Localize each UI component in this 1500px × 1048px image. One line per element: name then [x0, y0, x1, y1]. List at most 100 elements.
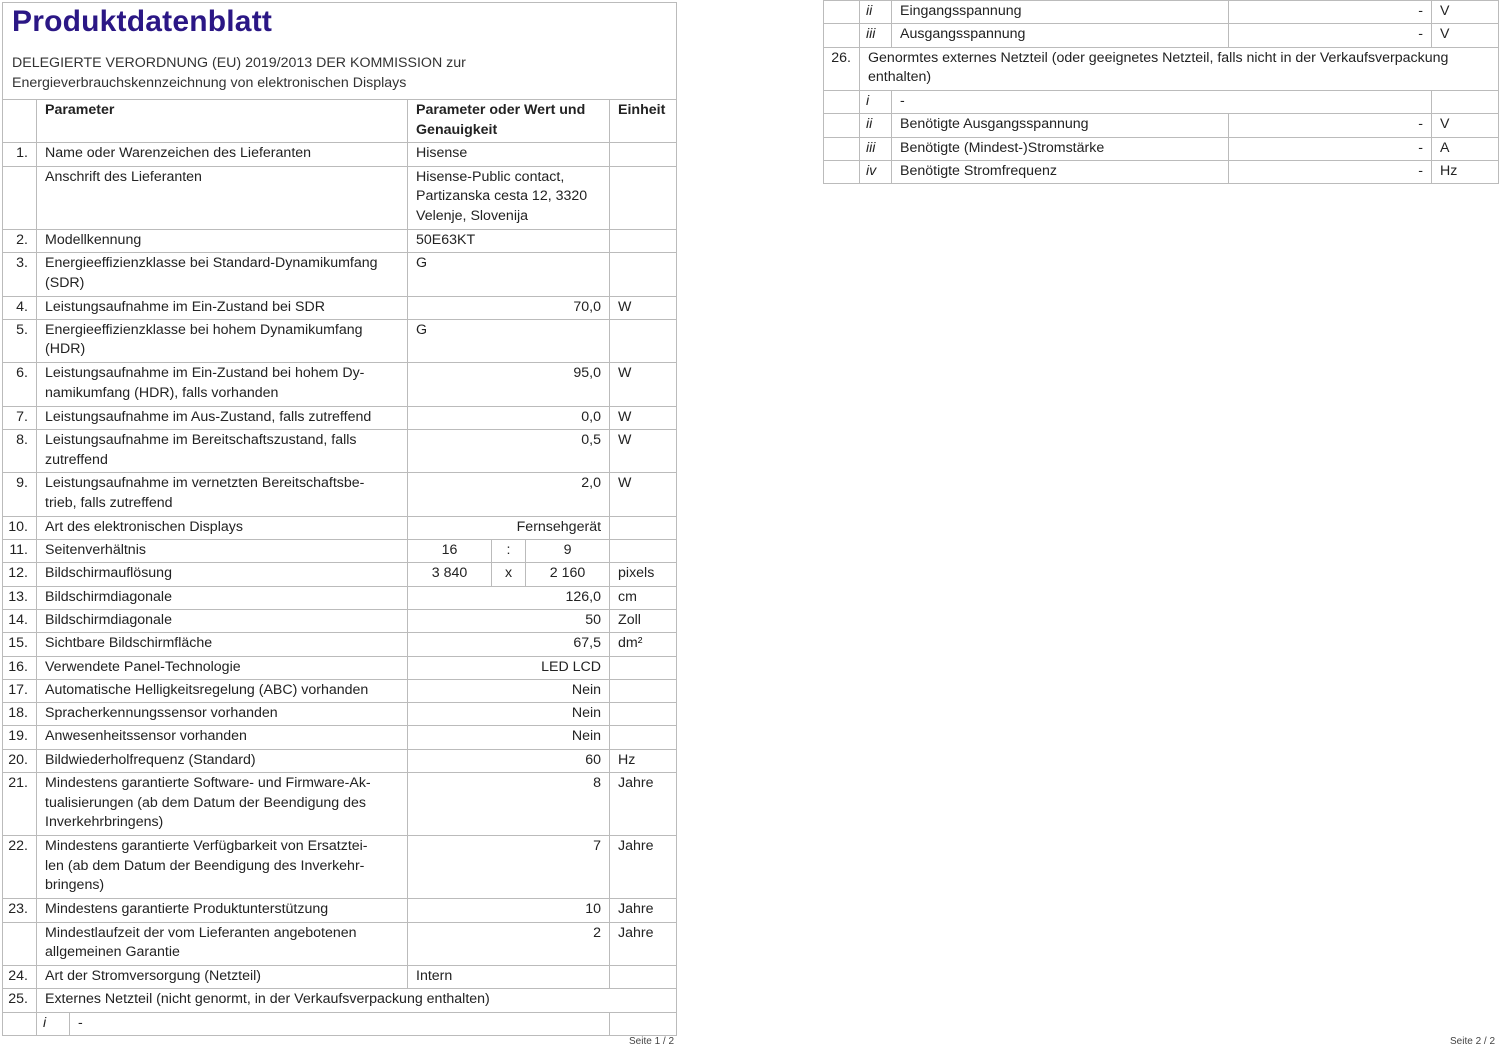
table-row: 21. Mindestens garantierte Software- und …	[2, 771, 678, 837]
row-unit: pixels	[609, 562, 678, 587]
row-unit	[609, 318, 678, 364]
table-row: 12. Bildschirmauflösung 3 840 x 2 160 pixels	[2, 562, 678, 587]
table-row: 17. Automatische Helligkeitsregelung (ABC…	[2, 678, 678, 704]
row-parameter: Energieeffizienzklasse bei hohem Dynamik…	[35, 318, 409, 364]
table-row: ii Benötigte Ausgangsspannung - V	[823, 113, 1499, 138]
page-title: Produktdatenblatt	[12, 5, 273, 38]
row-label: Benötigte (Mindest-)Stromstärke	[891, 136, 1229, 161]
row-value: Nein	[407, 678, 611, 704]
row-unit: Jahre	[609, 898, 678, 923]
row-value: 8	[407, 771, 611, 837]
row-number: 21.	[2, 771, 37, 837]
row-unit	[609, 252, 678, 297]
row-parameter: Name oder Warenzeichen des Lieferanten	[35, 142, 409, 167]
row-parameter: Verwendete Panel-Technologie	[35, 655, 409, 680]
row-value: 67,5	[407, 632, 611, 657]
row-parameter: Bildwiederholfrequenz (Standard)	[35, 748, 409, 773]
row-number: 6.	[2, 362, 37, 407]
table-row: 3. Energieeffizienzklasse bei Standard-Dy…	[2, 252, 678, 297]
row-number: 4.	[2, 295, 37, 320]
table-row: 25. Externes Netzteil (nicht genormt, in …	[2, 988, 678, 1013]
table-row: i-	[2, 1011, 678, 1036]
row-number: 22.	[2, 835, 37, 900]
page-number-2: Seite 2 / 2	[1450, 1036, 1496, 1047]
row-number: 20.	[2, 748, 37, 773]
row-number	[2, 165, 37, 230]
row-number: 5.	[2, 318, 37, 364]
row-number	[823, 89, 860, 115]
header-parameter: Parameter	[35, 98, 409, 144]
row-number: 24.	[2, 965, 37, 990]
row-number: 1.	[2, 142, 37, 167]
row-unit	[609, 1011, 678, 1036]
table-row: 7. Leistungsaufnahme im Aus-Zustand, fall…	[2, 405, 678, 430]
row-roman-index: ii	[859, 0, 892, 25]
row-roman-index: ii	[859, 113, 892, 138]
row-unit: dm²	[609, 632, 678, 657]
table-row: 4. Leistungsaufnahme im Ein-Zustand bei S…	[2, 295, 678, 320]
row-parameter: Modellkennung	[35, 228, 409, 254]
row-number: 10.	[2, 515, 37, 541]
row-unit: W	[609, 295, 678, 320]
row-number: 26.	[823, 46, 860, 91]
table-row: 14. Bildschirmdiagonale 50 Zoll	[2, 608, 678, 634]
row-value: 50	[407, 608, 611, 634]
row-parameter: Art der Stromversorgung (Netzteil)	[35, 965, 409, 990]
table-row: 24. Art der Stromversorgung (Netzteil) Int…	[2, 965, 678, 990]
row-unit: cm	[609, 585, 678, 610]
row-value: 0,0	[407, 405, 611, 430]
row-unit	[609, 678, 678, 704]
row-unit: Jahre	[609, 771, 678, 837]
row-number: 14.	[2, 608, 37, 634]
row-value: Nein	[407, 725, 611, 750]
row-parameter: Leistungsaufnahme im Ein-Zustand bei SDR	[35, 295, 409, 320]
row-number: 9.	[2, 472, 37, 517]
row-parameter: Energieeffizienzklasse bei Standard-Dyna…	[35, 252, 409, 297]
row-unit: W	[609, 428, 678, 474]
row-parameter: Spracherkennungssensor vorhanden	[35, 702, 409, 727]
row-parameter: Mindestlaufzeit der vom Lieferanten ange…	[35, 921, 409, 967]
table-row: 13. Bildschirmdiagonale 126,0 cm	[2, 585, 678, 610]
row-value: 0,5	[407, 428, 611, 474]
row-parameter: Anschrift des Lieferanten	[35, 165, 409, 230]
row-number	[823, 23, 860, 48]
row-number: 19.	[2, 725, 37, 750]
row-value: LED LCD	[407, 655, 611, 680]
header-value: Parameter oder Wert und Genauigkeit	[407, 98, 611, 144]
row-label: Benötigte Ausgangsspannung	[891, 113, 1229, 138]
row-number	[823, 0, 860, 25]
row-value-separator: :	[491, 539, 527, 564]
row-unit	[609, 228, 678, 254]
table-row: 18. Spracherkennungssensor vorhanden Nein	[2, 702, 678, 727]
row-value: 50E63KT	[407, 228, 611, 254]
row-parameter: Bildschirmdiagonale	[35, 608, 409, 634]
table-row: 10. Art des elektronischen Displays Fernse…	[2, 515, 678, 541]
row-value: -	[1228, 113, 1432, 138]
row-roman-index: i	[859, 89, 892, 115]
table-row: Mindestlaufzeit der vom Lieferanten ange…	[2, 921, 678, 967]
table-row: 8. Leistungsaufnahme im Bereitschaftszust…	[2, 428, 678, 474]
table-row: 16. Verwendete Panel-Technologie LED LCD	[2, 655, 678, 680]
row-number: 18.	[2, 702, 37, 727]
row-unit: W	[609, 405, 678, 430]
row-value: 126,0	[407, 585, 611, 610]
table-row: 19. Anwesenheitssensor vorhanden Nein	[2, 725, 678, 750]
row-parameter: Leistungsaufnahme im Ein-Zustand bei hoh…	[35, 362, 409, 407]
table-row: 6. Leistungsaufnahme im Ein-Zustand bei h…	[2, 362, 678, 407]
row-value: Hisense	[407, 142, 611, 167]
row-number	[2, 1011, 37, 1036]
table-row: ii Eingangsspannung - V	[823, 0, 1499, 25]
row-parameter: Mindestens garantierte Software- und Fir…	[35, 771, 409, 837]
row-number: 13.	[2, 585, 37, 610]
row-span-text: Genormtes externes Netzteil (oder geeign…	[859, 46, 1499, 91]
row-unit	[609, 965, 678, 990]
row-value: Intern	[407, 965, 611, 990]
row-value: Hisense-Public contact, Partizanska cest…	[407, 165, 611, 230]
row-parameter: Seitenverhältnis	[35, 539, 409, 564]
table-row: Anschrift des Lieferanten Hisense-Public …	[2, 165, 678, 230]
document-header: Produktdatenblatt DELEGIERTE VERORDNUNG …	[2, 2, 677, 100]
row-unit	[609, 655, 678, 680]
row-value-part: 3 840	[407, 562, 493, 587]
table-row: 1. Name oder Warenzeichen des Lieferanten…	[2, 142, 678, 167]
